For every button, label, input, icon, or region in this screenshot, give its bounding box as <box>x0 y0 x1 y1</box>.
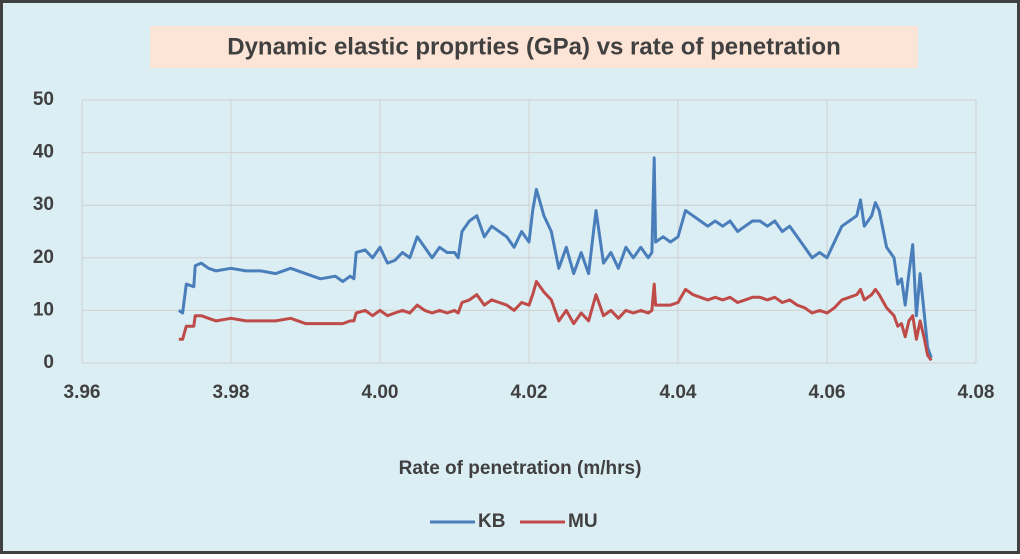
x-tick-label: 4.06 <box>809 382 846 403</box>
y-tick-label: 0 <box>43 352 54 373</box>
x-tick-label: 3.96 <box>64 382 101 403</box>
x-tick-label: 4.04 <box>660 382 697 403</box>
x-tick-label: 4.00 <box>362 382 399 403</box>
title-box <box>150 26 918 68</box>
y-tick-label: 50 <box>33 89 54 110</box>
x-tick-label: 3.98 <box>213 382 250 403</box>
y-tick-label: 10 <box>33 299 54 320</box>
y-tick-label: 30 <box>33 194 54 215</box>
y-tick-label: 40 <box>33 142 54 163</box>
x-tick-label: 4.02 <box>511 382 548 403</box>
series-line <box>177 156 933 359</box>
y-tick-label: 20 <box>33 247 54 268</box>
legend-label: MU <box>568 511 598 532</box>
x-axis-label: Rate of penetration (m/hrs) <box>399 458 642 479</box>
x-tick-label: 4.08 <box>958 382 995 403</box>
legend-label: KB <box>478 511 505 532</box>
series-line <box>178 280 933 362</box>
chart-title: Dynamic elastic proprties (GPa) vs rate … <box>227 33 841 60</box>
